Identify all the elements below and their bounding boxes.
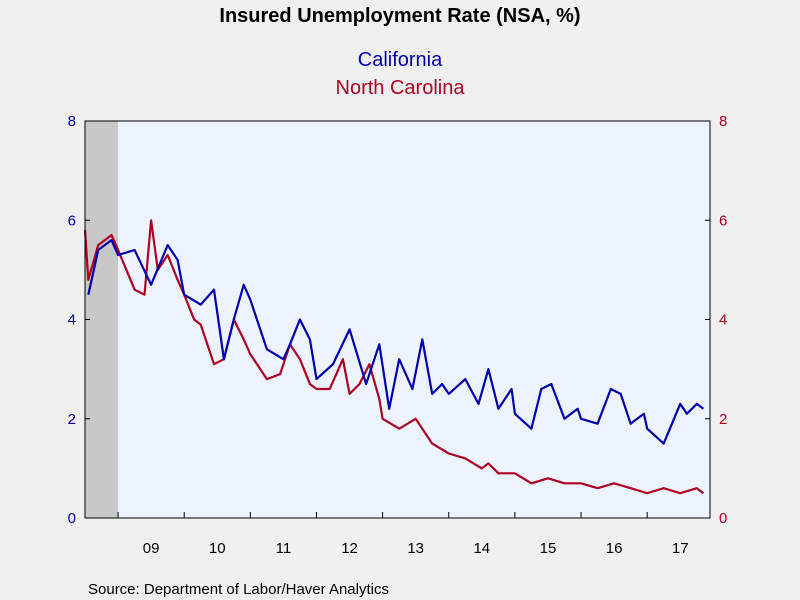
x-tick-label: 14 (473, 540, 490, 557)
left-tick-label: 4 (68, 312, 76, 329)
right-tick-label: 6 (719, 212, 727, 229)
x-axis: 09 10 11 12 13 14 15 16 17 (117, 512, 689, 557)
x-tick-label: 17 (672, 540, 689, 557)
series-name-california: California (358, 49, 443, 71)
series-line-north-carolina (83, 219, 705, 495)
left-tick-label: 2 (68, 411, 76, 428)
x-tick-label: 15 (540, 540, 557, 557)
x-tick-label: 16 (606, 540, 623, 557)
right-tick-label: 2 (719, 411, 727, 428)
left-tick-label: 8 (68, 113, 76, 130)
series-name-north-carolina: North Carolina (336, 77, 466, 99)
left-axis: 0 2 4 6 8 (68, 113, 90, 527)
x-tick-label: 10 (209, 540, 226, 557)
series-layer (83, 219, 705, 495)
chart-title: Insured Unemployment Rate (NSA, %) (219, 5, 580, 27)
x-tick-label: 09 (143, 540, 160, 557)
recession-band-0 (85, 121, 119, 518)
right-tick-label: 4 (719, 312, 727, 329)
series-line-california (87, 239, 705, 445)
left-tick-label: 0 (68, 510, 76, 527)
right-tick-label: 0 (719, 510, 727, 527)
recession-shading-layer (85, 121, 119, 518)
plot-area (85, 121, 710, 518)
right-axis: 0 2 4 6 8 (705, 113, 727, 527)
right-tick-label: 8 (719, 113, 727, 130)
left-tick-label: 6 (68, 212, 76, 229)
x-tick-label: 12 (341, 540, 358, 557)
x-tick-label: 11 (276, 540, 292, 557)
x-tick-label: 13 (407, 540, 424, 557)
source-note: Source: Department of Labor/Haver Analyt… (88, 581, 389, 598)
